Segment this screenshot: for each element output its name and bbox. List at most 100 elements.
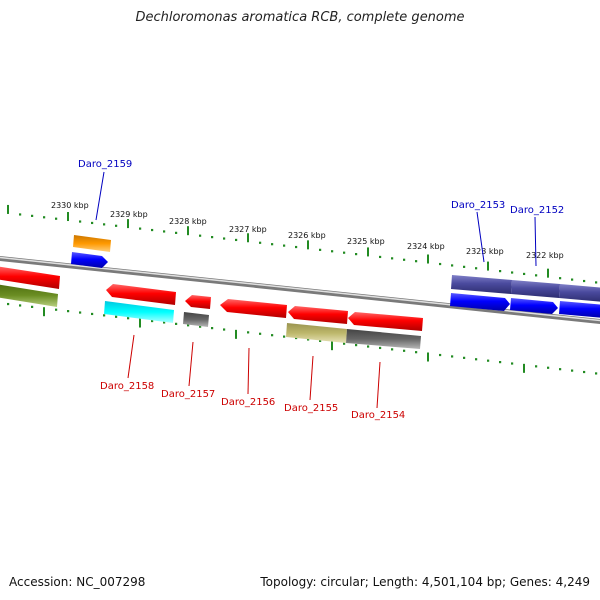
scale-tick-minor [7,302,10,306]
gene-label-daro-2159[interactable]: Daro_2159 [78,159,132,170]
scale-tick-minor [583,370,586,374]
scale-tick-minor [511,362,514,365]
scale-tick-minor [199,325,202,328]
gene-feature-olive[interactable] [0,284,58,307]
scale-tick-minor [211,236,214,239]
gene-label-daro-2153[interactable]: Daro_2153 [451,200,505,211]
scale-tick-minor [79,220,82,223]
outer-scale-line [7,204,598,284]
scale-tick-minor [415,260,418,263]
gene-feature-red-daro-2154[interactable] [348,312,423,331]
scale-tick-minor [595,281,598,284]
scale-label: 2323 kbp [466,247,504,256]
scale-tick-minor [271,334,274,337]
scale-tick-minor [379,255,382,259]
scale-tick-minor [271,243,274,246]
scale-tick-minor [367,345,370,348]
scale-tick-minor [307,338,310,341]
scale-tick-minor [283,335,286,338]
gene-feature-gray-small[interactable] [183,312,209,327]
gene-feature-darkblue-daro-2153[interactable] [451,275,512,294]
scale-tick-major [427,352,429,362]
scale-tick-minor [127,317,130,320]
scale-tick-minor [31,214,34,217]
scale-label: 2322 kbp [526,251,564,260]
scale-tick-minor [511,271,514,274]
gene-label-daro-2158[interactable]: Daro_2158 [100,381,154,392]
gene-features-inner[interactable] [104,284,423,349]
scale-label: 2329 kbp [110,210,148,219]
inner-scale-line [7,302,598,375]
gene-feature-blue-daro-2159[interactable] [71,252,108,268]
gene-feature-red-daro-2157[interactable] [185,295,211,309]
scale-tick-minor [19,304,22,307]
scale-tick-minor [451,355,454,358]
scale-tick-minor [499,270,502,273]
gene-label-daro-2157[interactable]: Daro_2157 [161,389,215,400]
accession-text: Accession: NC_007298 [9,575,146,589]
gene-feature-cyan[interactable] [104,301,174,323]
gene-feature-khaki[interactable] [286,323,347,343]
scale-tick-minor [547,366,550,369]
scale-tick-minor [223,237,226,240]
scale-tick-minor [163,321,166,324]
scale-labels: 2330 kbp 2329 kbp 2328 kbp 2327 kbp 2326… [51,201,564,260]
gene-feature-blue-2[interactable] [510,298,558,314]
scale-tick-minor [151,228,154,232]
scale-tick-minor [487,359,490,362]
gene-feature-darkblue-daro-2152[interactable] [511,280,560,298]
scale-label: 2328 kbp [169,217,207,226]
scale-label: 2330 kbp [51,201,89,210]
scale-tick-minor [535,365,538,368]
scale-tick-minor [91,312,94,316]
gene-feature-red-left[interactable] [0,266,60,289]
scale-label: 2324 kbp [407,242,445,251]
gene-feature-red-daro-2156[interactable] [220,299,287,318]
gene-feature-gray-large[interactable] [346,329,421,349]
scale-tick-minor [115,224,118,227]
gene-features-outer[interactable] [0,235,600,318]
scale-tick-minor [583,279,586,283]
scale-tick-minor [403,349,406,352]
gene-feature-orange[interactable] [73,235,111,252]
scale-tick-minor [523,272,526,276]
gene-label-daro-2155[interactable]: Daro_2155 [284,403,338,414]
scale-tick-minor [43,216,46,219]
scale-tick-minor [463,356,466,359]
scale-tick-minor [223,328,226,331]
gene-feature-red-daro-2158[interactable] [106,284,176,305]
gene-labels[interactable]: Daro_2159 Daro_2153 Daro_2152 Daro_2158 … [78,159,564,421]
scale-tick-major [43,307,45,317]
scale-tick-minor [379,346,382,350]
scale-tick-minor [499,361,502,364]
scale-tick-minor [331,250,334,253]
gene-feature-darkblue-right[interactable] [559,284,600,302]
gene-label-daro-2156[interactable]: Daro_2156 [221,397,275,408]
gene-feature-red-daro-2155[interactable] [288,306,348,324]
scale-tick-major [487,261,489,271]
scale-tick-minor [103,314,106,317]
scale-tick-minor [259,332,262,335]
scale-label: 2325 kbp [347,237,385,246]
scale-tick-major [523,363,525,373]
map-title: Dechloromonas aromatica RCB, complete ge… [135,10,465,25]
scale-tick-major [547,268,549,278]
scale-tick-minor [391,257,394,260]
scale-tick-minor [403,258,406,261]
scale-tick-minor [355,253,358,256]
gene-label-daro-2152[interactable]: Daro_2152 [510,205,564,216]
scale-tick-minor [55,308,58,311]
scale-tick-major [307,240,309,250]
scale-tick-minor [163,230,166,233]
scale-tick-minor [559,368,562,371]
scale-tick-minor [187,324,190,327]
scale-tick-minor [295,336,298,340]
gene-feature-blue-1[interactable] [450,293,510,311]
scale-tick-minor [115,315,118,318]
gene-feature-blue-3[interactable] [559,301,600,318]
scale-tick-minor [319,339,322,342]
scale-tick-major [367,247,369,257]
scale-tick-minor [451,264,454,267]
gene-label-daro-2154[interactable]: Daro_2154 [351,410,405,421]
